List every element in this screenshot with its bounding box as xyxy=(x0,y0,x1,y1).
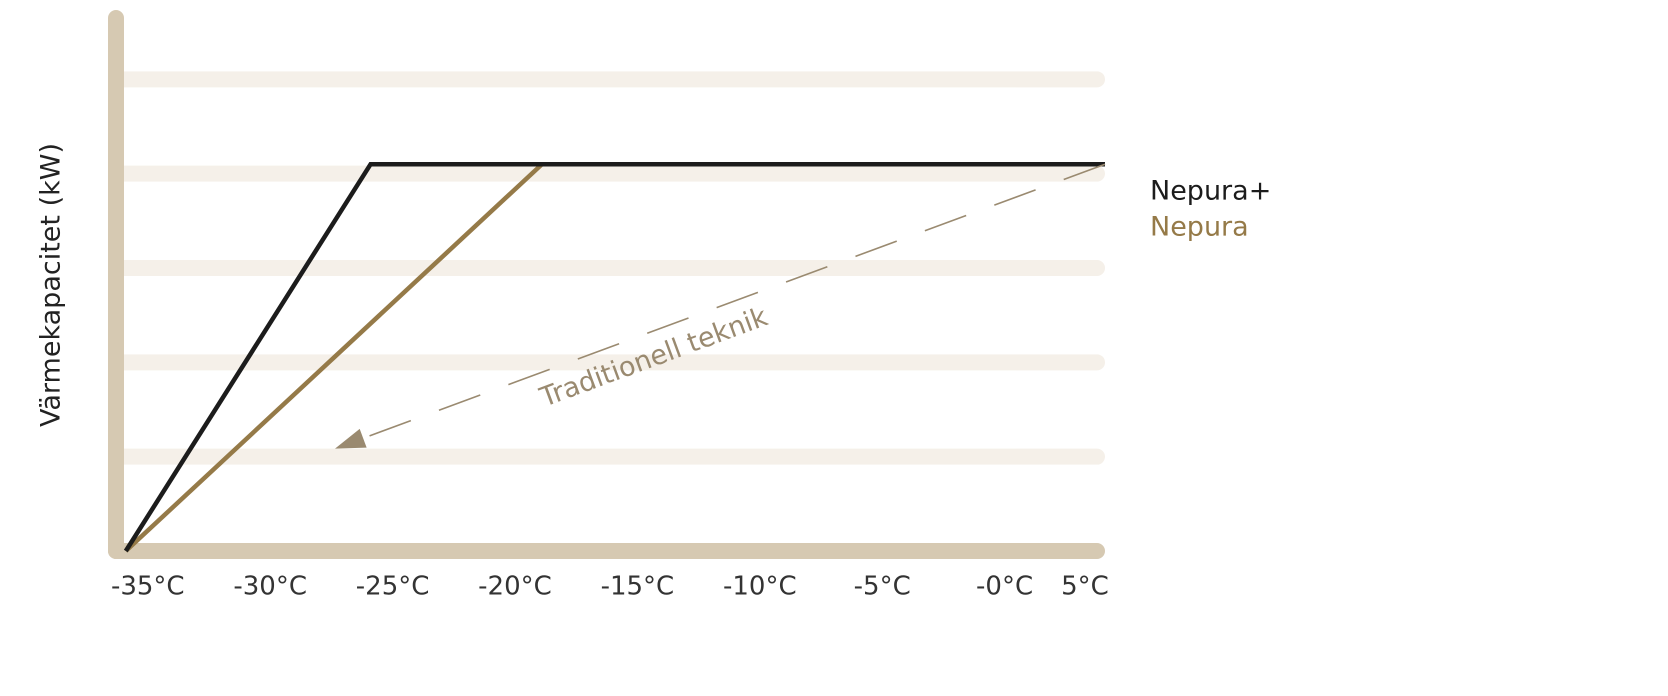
arrow-head xyxy=(335,428,367,449)
x-tick-label: -0°C xyxy=(976,572,1033,602)
x-tick-label: -25°C xyxy=(356,572,430,602)
x-tick-label: 5°C xyxy=(1061,572,1109,602)
x-tick-label: -20°C xyxy=(478,572,552,602)
x-tick-label: -5°C xyxy=(854,572,911,602)
x-tick-label: -15°C xyxy=(601,572,675,602)
x-tick-label: -10°C xyxy=(723,572,797,602)
x-tick-label: -30°C xyxy=(233,572,307,602)
y-axis-label: Värmekapacitet (kW) xyxy=(36,143,67,427)
legend-label: Nepura+ xyxy=(1150,176,1271,207)
legend-label: Nepura xyxy=(1150,212,1249,243)
annotation-arrow xyxy=(345,163,1106,446)
line-series xyxy=(123,161,1105,553)
x-tick-label: -35°C xyxy=(111,572,185,602)
